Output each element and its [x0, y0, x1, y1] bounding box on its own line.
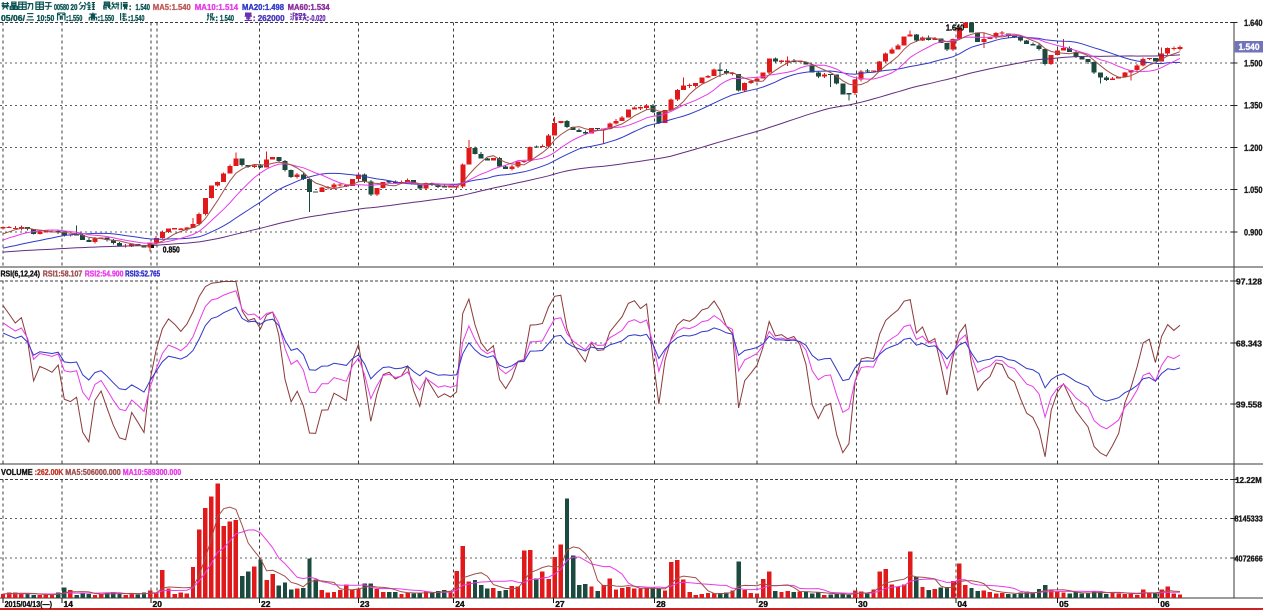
svg-text:22: 22 — [261, 599, 271, 609]
svg-text:1.500: 1.500 — [1244, 58, 1263, 69]
svg-text:23: 23 — [360, 599, 370, 609]
svg-text:1.540: 1.540 — [131, 13, 145, 23]
svg-text:262000: 262000 — [258, 13, 285, 23]
svg-text::: : — [98, 13, 101, 23]
svg-text:05: 05 — [1059, 599, 1069, 609]
svg-text:1.550: 1.550 — [100, 13, 114, 23]
svg-text:-0.020: -0.020 — [310, 13, 326, 23]
svg-text:10:50: 10:50 — [37, 13, 55, 23]
svg-text:RSI3:52.765: RSI3:52.765 — [125, 269, 160, 279]
svg-text:30: 30 — [858, 599, 868, 609]
svg-text:00580: 00580 — [54, 2, 69, 12]
svg-text:04: 04 — [957, 599, 967, 609]
svg-text::: : — [253, 13, 256, 23]
svg-text:68.343: 68.343 — [1236, 338, 1262, 348]
svg-text::: : — [307, 13, 310, 23]
svg-text:1.550: 1.550 — [68, 13, 82, 23]
svg-text:24: 24 — [455, 599, 465, 609]
svg-text::: : — [129, 2, 132, 12]
svg-text:MA5:1.540: MA5:1.540 — [153, 2, 191, 12]
svg-text:RSI1:58.107: RSI1:58.107 — [43, 269, 83, 279]
svg-text:20: 20 — [71, 2, 78, 12]
svg-text:0.900: 0.900 — [1244, 227, 1263, 238]
svg-text:1.050: 1.050 — [1244, 185, 1263, 196]
svg-text:1.540: 1.540 — [1239, 42, 1260, 52]
svg-text::262.00K: :262.00K — [35, 467, 64, 477]
svg-text:05/06/: 05/06/ — [1, 13, 26, 23]
svg-text:1.640: 1.640 — [1244, 18, 1263, 29]
svg-text:0.850: 0.850 — [163, 244, 180, 254]
svg-text:1.350: 1.350 — [1244, 101, 1263, 112]
svg-text:MA5:506000.000: MA5:506000.000 — [65, 467, 121, 477]
svg-text:1.540: 1.540 — [220, 13, 234, 23]
svg-text:27: 27 — [555, 599, 565, 609]
svg-text:4072666: 4072666 — [1235, 553, 1263, 563]
svg-text:1.540: 1.540 — [136, 2, 151, 12]
svg-text:MA20:1.498: MA20:1.498 — [242, 2, 284, 12]
svg-text:29: 29 — [759, 599, 769, 609]
svg-text:06: 06 — [1160, 599, 1170, 609]
svg-text:VOLUME: VOLUME — [1, 467, 33, 477]
svg-text:1.200: 1.200 — [1244, 143, 1263, 154]
svg-text:RSI2:54.900: RSI2:54.900 — [85, 269, 124, 279]
svg-text:MA60:1.534: MA60:1.534 — [288, 2, 330, 12]
svg-text:39.558: 39.558 — [1236, 399, 1262, 409]
svg-text::: : — [66, 13, 69, 23]
svg-text:MA10:589300.000: MA10:589300.000 — [123, 467, 182, 477]
svg-text:8145333: 8145333 — [1235, 514, 1263, 524]
svg-text:28: 28 — [656, 599, 666, 609]
svg-text::: : — [215, 13, 218, 23]
svg-text:RSI(6,12,24): RSI(6,12,24) — [1, 269, 41, 279]
svg-text:1.640: 1.640 — [946, 23, 965, 33]
svg-text:2015/04/13(—): 2015/04/13(—) — [5, 599, 53, 609]
svg-text:20: 20 — [153, 599, 163, 609]
svg-text:14: 14 — [64, 599, 74, 609]
svg-text::: : — [128, 13, 131, 23]
svg-text:12.22M: 12.22M — [1235, 475, 1262, 485]
svg-text:MA10:1.514: MA10:1.514 — [195, 2, 239, 12]
svg-text:97.128: 97.128 — [1236, 276, 1262, 286]
